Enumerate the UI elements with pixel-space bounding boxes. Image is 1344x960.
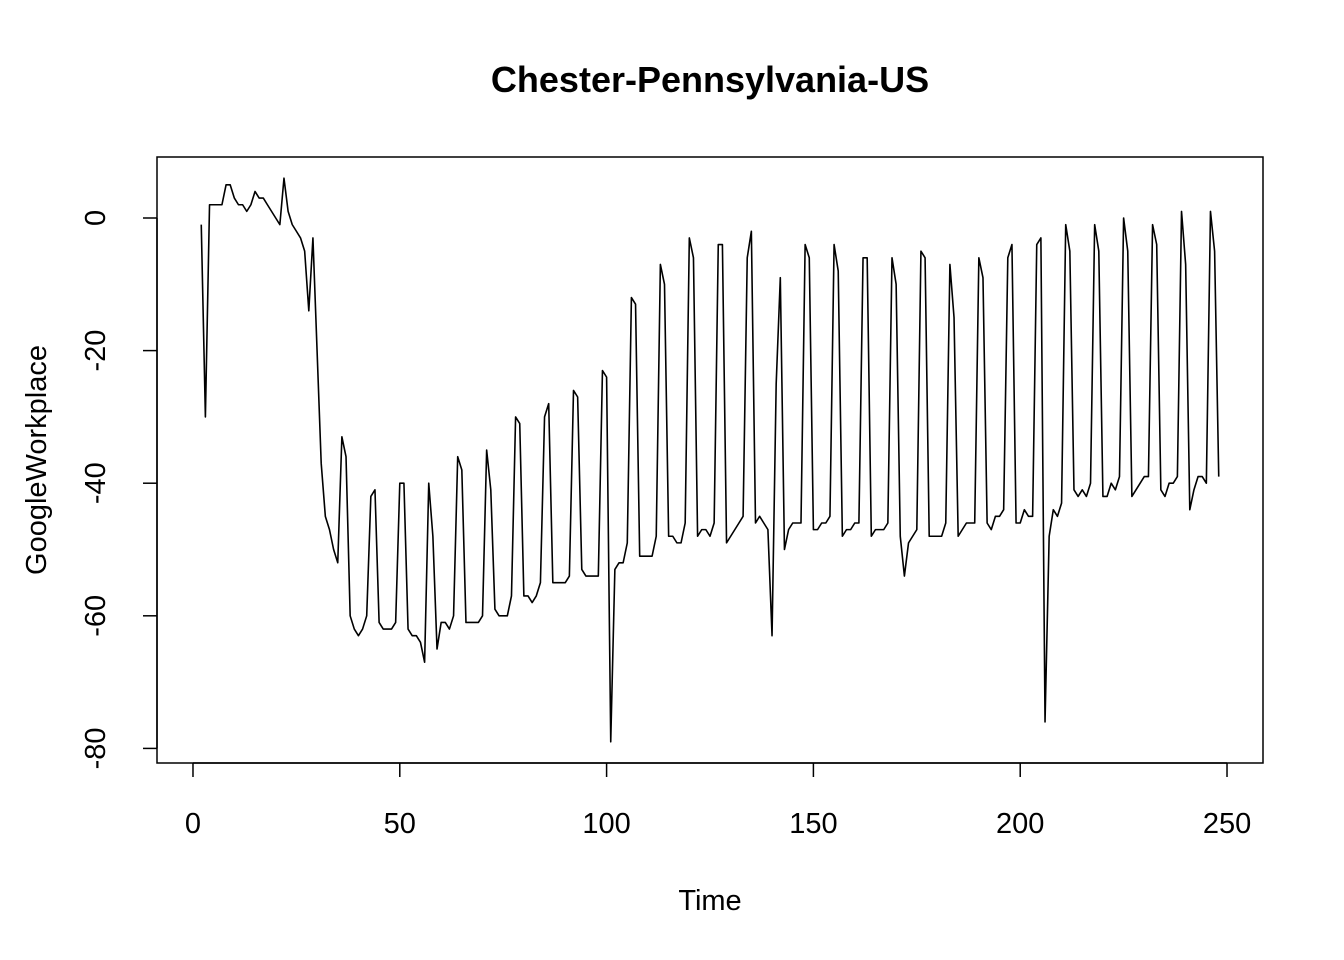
series-line (200, 177, 1220, 743)
y-tick-label: -20 (80, 330, 112, 372)
x-tick-label: 150 (789, 808, 837, 840)
x-tick-label: 200 (996, 808, 1044, 840)
x-tick-label: 100 (582, 808, 630, 840)
plot-frame (156, 156, 1264, 764)
x-tick-label: 0 (185, 808, 201, 840)
y-tick-label: -40 (80, 462, 112, 504)
x-axis-label: Time (678, 885, 741, 917)
y-axis-label: GoogleWorkplace (21, 345, 53, 575)
x-tick-label: 50 (384, 808, 416, 840)
y-axis: -80 -60 -40 -20 0 (80, 210, 158, 769)
y-tick-label: -80 (80, 727, 112, 769)
y-tick-label: 0 (80, 210, 112, 226)
chart-title: Chester-Pennsylvania-US (491, 59, 929, 100)
x-axis: 0 50 100 150 200 250 (185, 762, 1251, 840)
x-tick-label: 250 (1203, 808, 1251, 840)
y-tick-label: -60 (80, 595, 112, 637)
